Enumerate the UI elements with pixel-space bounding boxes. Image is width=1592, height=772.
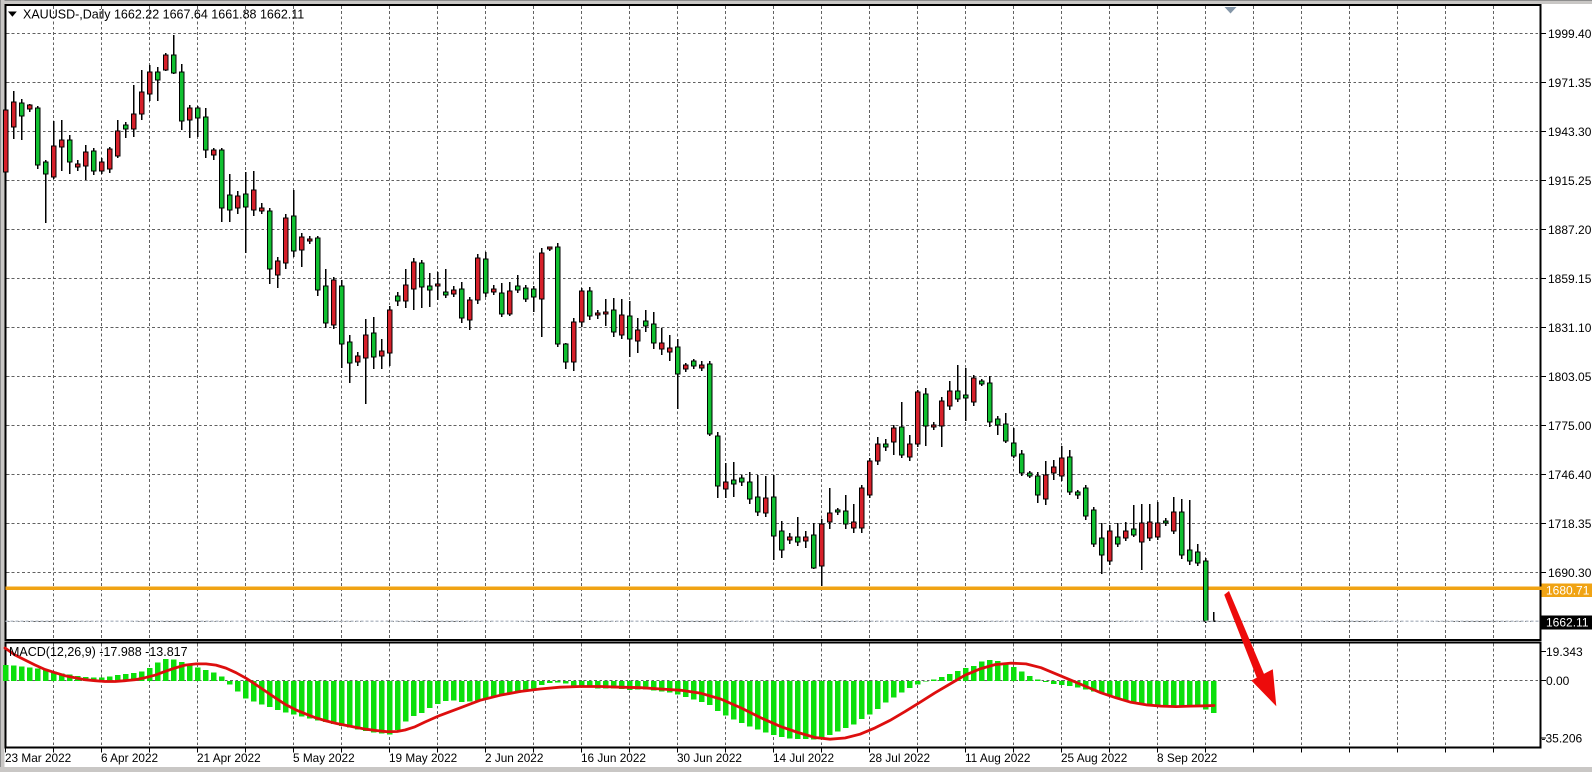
svg-text:21 Apr 2022: 21 Apr 2022	[197, 751, 261, 765]
svg-text:25 Aug 2022: 25 Aug 2022	[1061, 751, 1127, 765]
svg-text:1775.00: 1775.00	[1548, 419, 1592, 433]
svg-text:19.343: 19.343	[1546, 645, 1583, 659]
svg-text:1971.35: 1971.35	[1548, 76, 1592, 90]
svg-text:14 Jul 2022: 14 Jul 2022	[773, 751, 834, 765]
svg-text:1718.35: 1718.35	[1548, 517, 1592, 531]
svg-text:1690.30: 1690.30	[1548, 566, 1592, 580]
svg-text:2 Jun 2022: 2 Jun 2022	[485, 751, 543, 765]
svg-text:8 Sep 2022: 8 Sep 2022	[1157, 751, 1217, 765]
svg-text:16 Jun 2022: 16 Jun 2022	[581, 751, 646, 765]
svg-text:1831.10: 1831.10	[1548, 321, 1592, 335]
svg-text:MACD(12,26,9) -17.988 -13.817: MACD(12,26,9) -17.988 -13.817	[9, 645, 188, 659]
svg-text:23 Mar 2022: 23 Mar 2022	[5, 751, 71, 765]
svg-text:1803.05: 1803.05	[1548, 370, 1592, 384]
svg-text:1859.15: 1859.15	[1548, 272, 1592, 286]
svg-text:30 Jun 2022: 30 Jun 2022	[677, 751, 742, 765]
svg-text:0.00: 0.00	[1546, 674, 1570, 688]
svg-text:1662.11: 1662.11	[1546, 616, 1589, 630]
svg-text:1887.20: 1887.20	[1548, 223, 1592, 237]
svg-text:19 May 2022: 19 May 2022	[389, 751, 457, 765]
svg-text:1999.40: 1999.40	[1548, 27, 1592, 41]
svg-text:1915.25: 1915.25	[1548, 174, 1592, 188]
svg-text:6 Apr 2022: 6 Apr 2022	[101, 751, 158, 765]
svg-text:28 Jul 2022: 28 Jul 2022	[869, 751, 930, 765]
svg-text:11 Aug 2022: 11 Aug 2022	[965, 751, 1030, 765]
svg-text:-35.206: -35.206	[1542, 732, 1583, 746]
svg-text:1746.40: 1746.40	[1548, 468, 1592, 482]
svg-text:1943.30: 1943.30	[1548, 125, 1592, 139]
svg-text:5 May 2022: 5 May 2022	[293, 751, 355, 765]
svg-text:1680.71: 1680.71	[1546, 583, 1590, 597]
svg-text:XAUUSD-,Daily 1662.22 1667.64: XAUUSD-,Daily 1662.22 1667.64 1661.88 16…	[23, 8, 304, 22]
